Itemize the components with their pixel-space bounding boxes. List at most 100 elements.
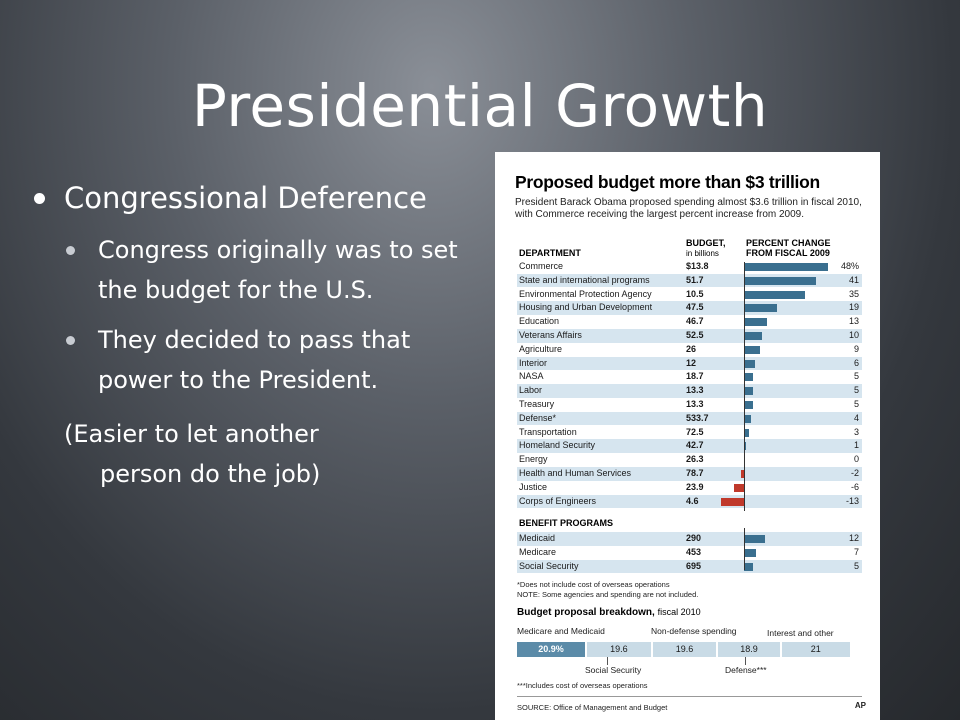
department-pct-bar [744,263,828,271]
header-pct-line2: FROM FISCAL 2009 [746,248,830,258]
department-name: Transportation [519,426,577,437]
infographic-title: Proposed budget more than $3 trillion [515,172,820,192]
benefit-budget: 453 [686,546,702,557]
bar-axis [744,262,745,511]
header-budget-label: BUDGET, [686,238,726,248]
department-name: Veterans Affairs [519,330,582,340]
parenthetical-note: (Easier to let another person do the job… [64,414,470,494]
department-name: Education [519,316,560,327]
header-budget-unit: in billions [686,249,719,258]
department-pct-label: 6 [853,357,859,368]
department-pct-bar [740,470,744,478]
breakdown-title-main: Budget proposal breakdown, [517,607,655,618]
breakdown-label-defense: Defense*** [725,665,767,675]
department-row: Energy 26.3 0 [517,453,862,467]
department-row: Agriculture 26 9 [517,343,862,357]
department-pct-label: 1 [853,440,859,451]
benefit-pct-label: 5 [853,560,859,571]
benefit-bar-axis [744,528,745,570]
department-budget: 46.7 [686,316,704,327]
department-pct-bar [744,373,753,382]
breakdown-segment: 19.6 [587,642,653,657]
sub-bullet-pass-power: They decided to pass that power to the P… [66,320,470,400]
department-budget: 42.7 [686,440,704,451]
department-row: Veterans Affairs 52.5 10 [517,329,862,343]
header-department: DEPARTMENT [519,248,581,258]
sub-bullet-congress-budget: Congress originally was to set the budge… [66,230,470,310]
department-budget: 51.7 [686,274,704,285]
notes: *Does not include cost of overseas opera… [517,580,698,599]
benefit-name: Medicare [519,546,557,557]
department-pct-label: 0 [853,454,859,465]
department-pct-label: 3 [853,426,859,437]
department-row: Defense* 533.7 4 [517,411,862,426]
department-budget: 4.6 [686,495,699,506]
department-budget: 13.3 [686,385,704,396]
benefit-name: Medicaid [519,533,556,543]
department-pct-label: 19 [848,302,859,313]
department-row: NASA 18.7 5 [517,370,862,384]
breakdown-label-social-security: Social Security [585,665,642,675]
benefit-pct-bar [744,562,753,571]
department-row: Interior 12 6 [517,356,862,371]
department-pct-label: 4 [853,412,859,423]
department-name: Health and Human Services [519,468,632,478]
department-name: Defense* [519,412,557,423]
breakdown-segment: 19.6 [653,642,719,657]
department-pct-label: -2 [850,468,859,478]
ap-credit: AP [854,701,866,710]
department-name: NASA [519,371,544,382]
department-name: Commerce [519,261,564,271]
breakdown-label-interest: Interest and other [767,628,834,638]
note-defense: *Does not include cost of overseas opera… [517,580,670,589]
department-name: Housing and Urban Development [519,302,653,313]
department-name: Homeland Security [519,440,596,451]
breakdown-footnote: ***Includes cost of overseas operations [517,681,648,690]
department-pct-label: 5 [853,371,859,382]
benefit-pct-label: 12 [848,533,859,543]
benefit-budget: 695 [686,560,702,571]
department-row: Housing and Urban Development 47.5 19 [517,301,862,315]
benefit-row: Medicaid 290 12 [517,532,862,546]
department-pct-label: 13 [848,316,859,327]
department-row: Health and Human Services 78.7 -2 [517,467,862,481]
benefit-name: Social Security [519,560,579,571]
department-row: Homeland Security 42.7 1 [517,439,862,453]
benefit-row: Social Security 695 5 [517,559,862,574]
department-pct-label: 41 [848,274,859,285]
department-name: Justice [519,481,548,492]
breakdown-segment: 20.9% [517,642,587,657]
department-budget: 533.7 [686,412,709,423]
department-budget: 72.5 [686,426,704,437]
department-name: State and international programs [519,274,650,285]
breakdown-bar: 20.9% 19.6 19.6 18.9 21 [517,642,852,657]
department-row: Commerce $13.8 48% [517,260,862,274]
source-line: SOURCE: Office of Management and Budget [517,703,668,712]
department-row: State and international programs 51.7 41 [517,273,862,288]
department-row: Environmental Protection Agency 10.5 35 [517,288,862,302]
department-budget: $13.8 [686,261,709,271]
department-pct-bar [733,483,744,492]
header-budget: BUDGET, in billions [686,238,726,259]
note-agencies: NOTE: Some agencies and spending are not… [517,589,699,599]
department-pct-bar [721,497,744,506]
department-row: Transportation 72.5 3 [517,426,862,440]
benefit-row: Medicare 453 7 [517,546,862,560]
department-row: Justice 23.9 -6 [517,481,862,495]
department-pct-bar [744,401,753,409]
department-name: Labor [519,385,543,396]
department-pct-label: -6 [850,481,859,492]
tick-defense [745,657,746,665]
breakdown-label-non-defense: Non-defense spending [651,626,737,636]
department-name: Interior [519,357,548,368]
department-budget: 47.5 [686,302,704,313]
header-pct-line1: PERCENT CHANGE [746,238,831,248]
infographic-subtitle: President Barack Obama proposed spending… [515,197,862,220]
department-pct-bar [744,387,753,396]
benefit-budget: 290 [686,533,702,543]
department-budget: 18.7 [686,371,704,382]
bullet-list: Congressional Deference Congress origina… [30,176,470,494]
department-pct-bar [744,318,767,327]
department-pct-bar [744,332,762,340]
department-pct-label: 48% [840,261,859,271]
